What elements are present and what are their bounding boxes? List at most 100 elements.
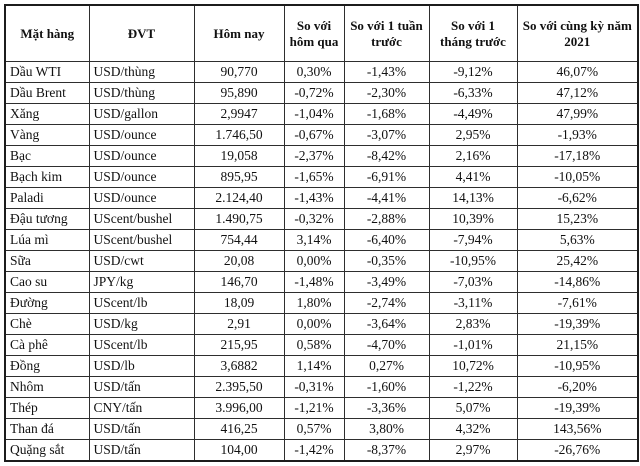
vs-week-cell: -3,36% — [343, 397, 430, 419]
commodity-cell: Bạch kim — [4, 166, 90, 188]
today-cell: 2,91 — [193, 313, 285, 335]
commodity-cell: Than đá — [4, 418, 90, 440]
unit-cell: USD/tấn — [88, 439, 195, 462]
unit-cell: USD/ounce — [88, 124, 195, 146]
unit-cell: USD/tấn — [88, 418, 195, 440]
table-row: Thép CNY/tấn 3.996,00 -1,21% -3,36% 5,07% -19,… — [4, 397, 639, 419]
vs-week-cell: -2,88% — [343, 208, 430, 230]
vs-month-cell: -10,95% — [428, 250, 518, 272]
vs-yesterday-cell: 0,30% — [283, 61, 345, 83]
vs-week-cell: 3,80% — [343, 418, 430, 440]
column-header-today: Hôm nay — [193, 4, 285, 62]
vs-week-cell: -2,30% — [343, 82, 430, 104]
table-row: Xăng USD/gallon 2,9947 -1,04% -1,68% -4,49% 47… — [4, 103, 639, 125]
table-row: Than đá USD/tấn 416,25 0,57% 3,80% 4,32% 143,5… — [4, 418, 639, 440]
unit-cell: UScent/lb — [88, 292, 195, 314]
unit-cell: CNY/tấn — [88, 397, 195, 419]
vs-yesterday-cell: 0,58% — [283, 334, 345, 356]
column-header-vs-week: So với 1 tuần trước — [343, 4, 430, 62]
unit-cell: UScent/bushel — [88, 229, 195, 251]
column-header-commodity: Mặt hàng — [4, 4, 90, 62]
table-row: Cao su JPY/kg 146,70 -1,48% -3,49% -7,03% -14,… — [4, 271, 639, 293]
column-header-unit: ĐVT — [88, 4, 195, 62]
unit-cell: USD/gallon — [88, 103, 195, 125]
vs-month-cell: 2,95% — [428, 124, 518, 146]
column-header-vs-2021: So với cùng kỳ năm 2021 — [516, 4, 639, 62]
vs-week-cell: -3,49% — [343, 271, 430, 293]
vs-week-cell: 0,27% — [343, 355, 430, 377]
table-body: Dầu WTI USD/thùng 90,770 0,30% -1,43% -9,12% 4… — [4, 61, 639, 462]
table-row: Nhôm USD/tấn 2.395,50 -0,31% -1,60% -1,22% -6,… — [4, 376, 639, 398]
vs-week-cell: -0,35% — [343, 250, 430, 272]
vs-yesterday-cell: -1,42% — [283, 439, 345, 462]
unit-cell: USD/thùng — [88, 82, 195, 104]
unit-cell: USD/tấn — [88, 376, 195, 398]
vs-month-cell: 2,16% — [428, 145, 518, 167]
vs-yesterday-cell: -1,04% — [283, 103, 345, 125]
table-row: Chè USD/kg 2,91 0,00% -3,64% 2,83% -19,39% — [4, 313, 639, 335]
vs-2021-cell: 46,07% — [516, 61, 639, 83]
vs-yesterday-cell: 1,14% — [283, 355, 345, 377]
vs-month-cell: -7,94% — [428, 229, 518, 251]
vs-yesterday-cell: 3,14% — [283, 229, 345, 251]
vs-2021-cell: 47,12% — [516, 82, 639, 104]
today-cell: 1.490,75 — [193, 208, 285, 230]
today-cell: 2.124,40 — [193, 187, 285, 209]
vs-2021-cell: -7,61% — [516, 292, 639, 314]
commodity-cell: Quặng sắt — [4, 439, 90, 462]
today-cell: 3,6882 — [193, 355, 285, 377]
commodity-cell: Cao su — [4, 271, 90, 293]
commodity-cell: Vàng — [4, 124, 90, 146]
commodity-cell: Xăng — [4, 103, 90, 125]
vs-yesterday-cell: -0,31% — [283, 376, 345, 398]
today-cell: 3.996,00 — [193, 397, 285, 419]
vs-yesterday-cell: -2,37% — [283, 145, 345, 167]
vs-2021-cell: -6,20% — [516, 376, 639, 398]
vs-month-cell: 2,97% — [428, 439, 518, 462]
commodity-price-table: Mặt hàng ĐVT Hôm nay So với hôm qua So v… — [4, 4, 639, 462]
vs-yesterday-cell: -1,65% — [283, 166, 345, 188]
vs-yesterday-cell: 0,57% — [283, 418, 345, 440]
vs-month-cell: 5,07% — [428, 397, 518, 419]
vs-month-cell: -3,11% — [428, 292, 518, 314]
vs-month-cell: -4,49% — [428, 103, 518, 125]
vs-2021-cell: -26,76% — [516, 439, 639, 462]
vs-week-cell: -4,70% — [343, 334, 430, 356]
today-cell: 95,890 — [193, 82, 285, 104]
vs-week-cell: -4,41% — [343, 187, 430, 209]
vs-week-cell: -2,74% — [343, 292, 430, 314]
vs-yesterday-cell: 1,80% — [283, 292, 345, 314]
vs-2021-cell: 5,63% — [516, 229, 639, 251]
commodity-cell: Paladi — [4, 187, 90, 209]
vs-week-cell: -3,07% — [343, 124, 430, 146]
vs-2021-cell: 21,15% — [516, 334, 639, 356]
vs-week-cell: -3,64% — [343, 313, 430, 335]
commodity-cell: Nhôm — [4, 376, 90, 398]
commodity-cell: Lúa mì — [4, 229, 90, 251]
today-cell: 416,25 — [193, 418, 285, 440]
vs-month-cell: -6,33% — [428, 82, 518, 104]
commodity-cell: Đậu tương — [4, 208, 90, 230]
today-cell: 2.395,50 — [193, 376, 285, 398]
today-cell: 146,70 — [193, 271, 285, 293]
vs-2021-cell: -17,18% — [516, 145, 639, 167]
commodity-cell: Chè — [4, 313, 90, 335]
vs-2021-cell: -10,05% — [516, 166, 639, 188]
column-header-vs-yesterday: So với hôm qua — [283, 4, 345, 62]
vs-week-cell: -1,60% — [343, 376, 430, 398]
vs-yesterday-cell: -0,72% — [283, 82, 345, 104]
commodity-cell: Đường — [4, 292, 90, 314]
today-cell: 104,00 — [193, 439, 285, 462]
commodity-cell: Sữa — [4, 250, 90, 272]
unit-cell: USD/cwt — [88, 250, 195, 272]
table-row: Bạch kim USD/ounce 895,95 -1,65% -6,91% 4,41%… — [4, 166, 639, 188]
table-row: Dầu Brent USD/thùng 95,890 -0,72% -2,30% -6,3… — [4, 82, 639, 104]
vs-2021-cell: 47,99% — [516, 103, 639, 125]
vs-month-cell: 4,32% — [428, 418, 518, 440]
table-row: Paladi USD/ounce 2.124,40 -1,43% -4,41% 14,13… — [4, 187, 639, 209]
vs-week-cell: -6,91% — [343, 166, 430, 188]
vs-2021-cell: -19,39% — [516, 397, 639, 419]
table-row: Vàng USD/ounce 1.746,50 -0,67% -3,07% 2,95% -1… — [4, 124, 639, 146]
header-row: Mặt hàng ĐVT Hôm nay So với hôm qua So v… — [4, 4, 639, 62]
